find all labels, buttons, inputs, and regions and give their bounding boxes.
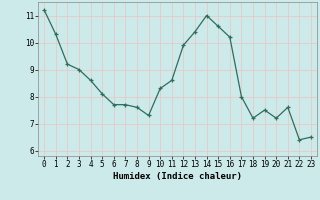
X-axis label: Humidex (Indice chaleur): Humidex (Indice chaleur) [113, 172, 242, 181]
